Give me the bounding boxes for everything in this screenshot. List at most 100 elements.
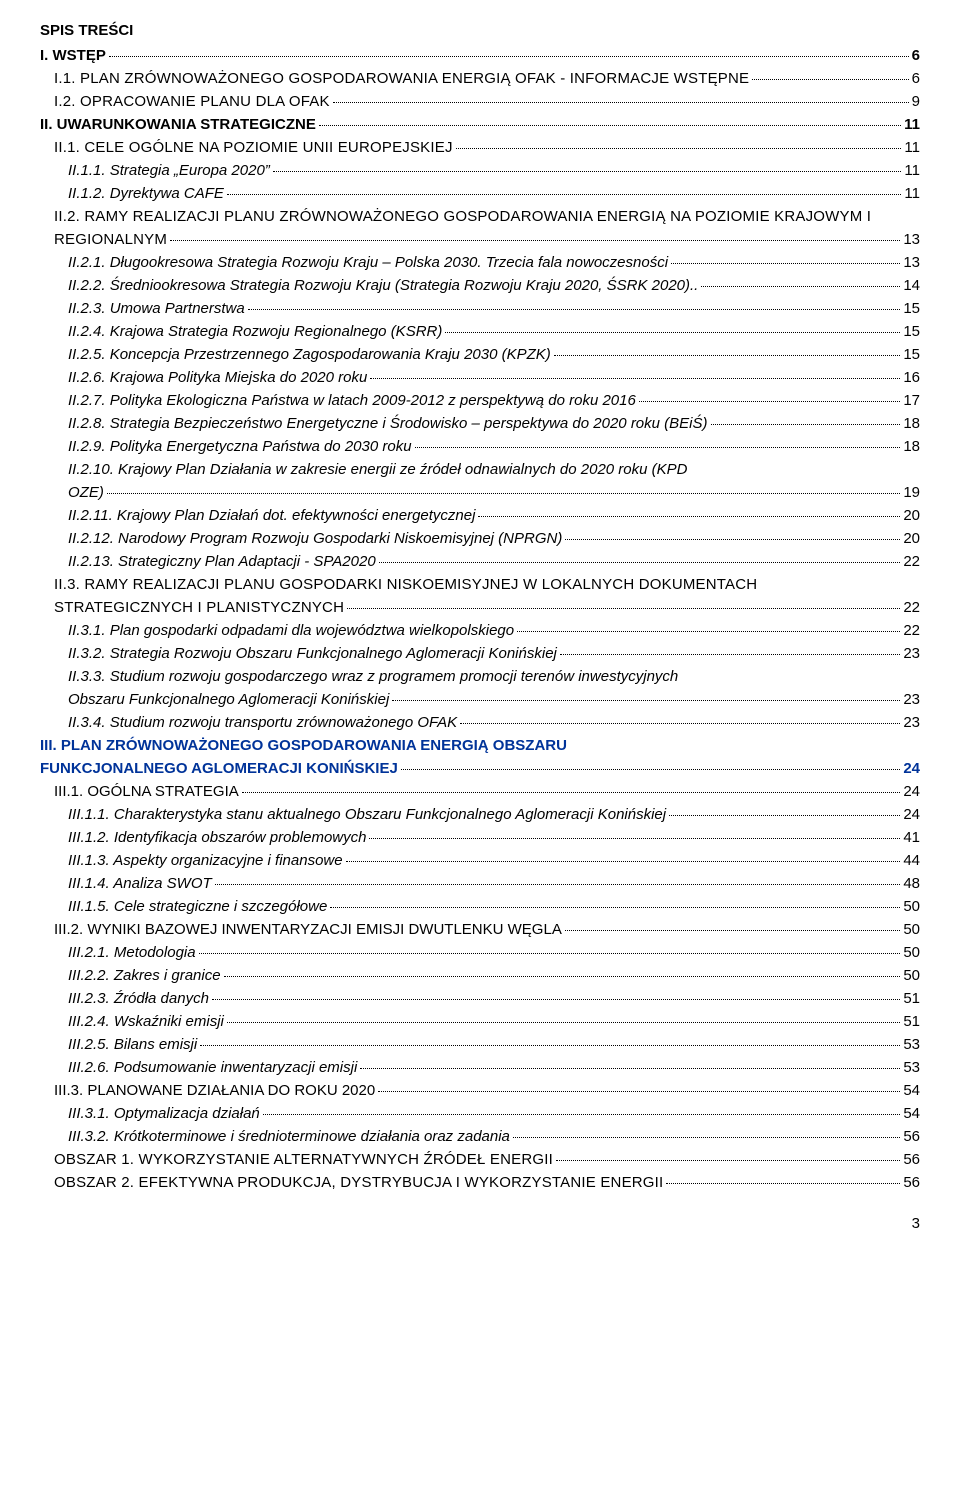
toc-entry-label: II.2.13. Strategiczny Plan Adaptacji - S… [68,551,376,572]
toc-entry-label: II.2.6. Krajowa Polityka Miejska do 2020… [68,367,367,388]
toc-entry-page: 23 [903,689,920,710]
toc-entry: II.2.5. Koncepcja Przestrzennego Zagospo… [68,344,920,365]
toc-leader-dots [212,999,900,1000]
toc-leader-dots [319,125,901,126]
toc-entry-label: II. UWARUNKOWANIA STRATEGICZNE [40,114,316,135]
toc-entry-page: 56 [903,1126,920,1147]
toc-leader-dots [554,355,901,356]
toc-entry: III.1.3. Aspekty organizacyjne i finanso… [68,850,920,871]
toc-entry-page: 23 [903,712,920,733]
toc-entry-label: III.1.5. Cele strategiczne i szczegółowe [68,896,327,917]
toc-leader-dots [666,1183,900,1184]
toc-entry: III.2.6. Podsumowanie inwentaryzacji emi… [68,1057,920,1078]
toc-entry: FUNKCJONALNEGO AGLOMERACJI KONIŃSKIEJ24 [40,758,920,779]
toc-entry-label: STRATEGICZNYCH I PLANISTYCZNYCH [54,597,344,618]
toc-entry-page: 22 [903,551,920,572]
toc-title: SPIS TREŚCI [40,20,920,41]
toc-entry: III.1.1. Charakterystyka stanu aktualneg… [68,804,920,825]
toc-entry-page: 41 [903,827,920,848]
toc-leader-dots [330,907,900,908]
toc-entry-page: 15 [903,321,920,342]
toc-leader-dots [701,286,900,287]
toc-entry: II.2.13. Strategiczny Plan Adaptacji - S… [68,551,920,572]
toc-entry-page: 11 [904,137,920,158]
toc-entry: III.2.2. Zakres i granice50 [68,965,920,986]
toc-entry: II.2.4. Krajowa Strategia Rozwoju Region… [68,321,920,342]
toc-entry: II.2.10. Krajowy Plan Działania w zakres… [68,459,920,480]
toc-entry-page: 53 [903,1034,920,1055]
toc-entry: II.2.11. Krajowy Plan Działań dot. efekt… [68,505,920,526]
toc-leader-dots [401,769,901,770]
toc-leader-dots [478,516,900,517]
toc-entry-label: III.2.3. Źródła danych [68,988,209,1009]
toc-entry-label: II.2.8. Strategia Bezpieczeństwo Energet… [68,413,708,434]
toc-entry: I.2. OPRACOWANIE PLANU DLA OFAK9 [54,91,920,112]
toc-entry: II.1.1. Strategia „Europa 2020”11 [68,160,920,181]
toc-entry: OBSZAR 1. WYKORZYSTANIE ALTERNATYWNYCH Ź… [54,1149,920,1170]
toc-entry-label: III.1.2. Identyfikacja obszarów problemo… [68,827,366,848]
toc-entry-page: 13 [903,229,920,250]
toc-leader-dots [360,1068,900,1069]
toc-entry: II. UWARUNKOWANIA STRATEGICZNE11 [40,114,920,135]
toc-entry-page: 20 [903,505,920,526]
toc-entry: II.2.7. Polityka Ekologiczna Państwa w l… [68,390,920,411]
toc-entry-page: 24 [903,781,920,802]
toc-entry-page: 19 [903,482,920,503]
toc-entry-label: II.2.12. Narodowy Program Rozwoju Gospod… [68,528,562,549]
toc-entry: III.3.1. Optymalizacja działań54 [68,1103,920,1124]
toc-entry: II.2.12. Narodowy Program Rozwoju Gospod… [68,528,920,549]
toc-entry: III.2. WYNIKI BAZOWEJ INWENTARYZACJI EMI… [54,919,920,940]
toc-entry-page: 50 [903,965,920,986]
toc-leader-dots [560,654,900,655]
toc-leader-dots [224,976,901,977]
toc-entry-label: II.1.2. Dyrektywa CAFE [68,183,224,204]
toc-entry-label: I.2. OPRACOWANIE PLANU DLA OFAK [54,91,330,112]
toc-entry-label: II.3.2. Strategia Rozwoju Obszaru Funkcj… [68,643,557,664]
toc-leader-dots [556,1160,900,1161]
toc-leader-dots [392,700,900,701]
toc-entry: II.2.3. Umowa Partnerstwa15 [68,298,920,319]
toc-leader-dots [456,148,902,149]
toc-leader-dots [671,263,900,264]
toc-entry-label: OBSZAR 2. EFEKTYWNA PRODUKCJA, DYSTRYBUC… [54,1172,663,1193]
toc-entry-page: 50 [903,896,920,917]
toc-entry-page: 6 [912,68,920,89]
toc-entry-label: III.1.1. Charakterystyka stanu aktualneg… [68,804,666,825]
toc-entry-label: II.2.9. Polityka Energetyczna Państwa do… [68,436,412,457]
toc-entry-label: II.2.4. Krajowa Strategia Rozwoju Region… [68,321,442,342]
toc-leader-dots [378,1091,900,1092]
toc-leader-dots [711,424,901,425]
toc-entry-label: III.3.1. Optymalizacja działań [68,1103,260,1124]
toc-entry: Obszaru Funkcjonalnego Aglomeracji Koniń… [68,689,920,710]
toc-entry-label: OZE) [68,482,104,503]
toc-entry: III.2.5. Bilans emisji53 [68,1034,920,1055]
toc-entry: II.2.1. Długookresowa Strategia Rozwoju … [68,252,920,273]
toc-entry-page: 24 [903,758,920,779]
toc-entry: II.3. RAMY REALIZACJI PLANU GOSPODARKI N… [54,574,920,595]
toc-entry: II.2.2. Średniookresowa Strategia Rozwoj… [68,275,920,296]
toc-entry-label: II.2.7. Polityka Ekologiczna Państwa w l… [68,390,636,411]
toc-entry: III.1. OGÓLNA STRATEGIA24 [54,781,920,802]
toc-entry-page: 22 [903,597,920,618]
toc-entry-label: II.2.10. Krajowy Plan Działania w zakres… [68,459,688,480]
toc-leader-dots [379,562,901,563]
toc-entry-label: Obszaru Funkcjonalnego Aglomeracji Koniń… [68,689,389,710]
toc-entry: REGIONALNYM13 [54,229,920,250]
toc-entry-page: 16 [903,367,920,388]
toc-leader-dots [273,171,902,172]
toc-entry-label: II.2.11. Krajowy Plan Działań dot. efekt… [68,505,475,526]
toc-entry-label: II.3. RAMY REALIZACJI PLANU GOSPODARKI N… [54,574,757,595]
toc-entry-label: III.1.4. Analiza SWOT [68,873,212,894]
toc-entry: OBSZAR 2. EFEKTYWNA PRODUKCJA, DYSTRYBUC… [54,1172,920,1193]
toc-entry-label: II.3.3. Studium rozwoju gospodarczego wr… [68,666,678,687]
toc-leader-dots [199,953,901,954]
toc-entry-label: OBSZAR 1. WYKORZYSTANIE ALTERNATYWNYCH Ź… [54,1149,553,1170]
toc-entry-label: II.2.5. Koncepcja Przestrzennego Zagospo… [68,344,551,365]
toc-entry-page: 11 [904,160,920,181]
toc-leader-dots [170,240,900,241]
toc-entry: II.3.3. Studium rozwoju gospodarczego wr… [68,666,920,687]
toc-entry-page: 6 [912,45,920,66]
toc-entry-page: 18 [903,413,920,434]
toc-entry: II.2. RAMY REALIZACJI PLANU ZRÓWNOWAŻONE… [54,206,920,227]
toc-entry: STRATEGICZNYCH I PLANISTYCZNYCH 22 [54,597,920,618]
